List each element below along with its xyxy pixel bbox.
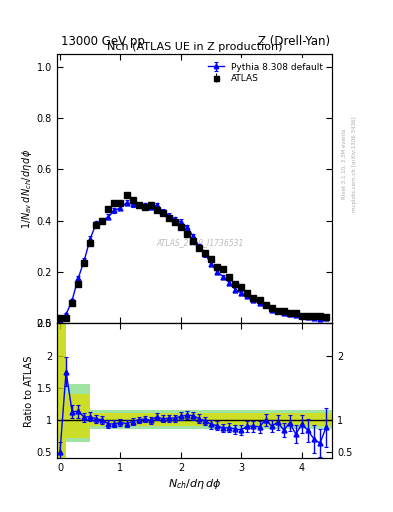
Text: Rivet 3.1.10, 3.3M events: Rivet 3.1.10, 3.3M events bbox=[342, 129, 347, 199]
Text: Z (Drell-Yan): Z (Drell-Yan) bbox=[258, 35, 330, 48]
Text: 13000 GeV pp: 13000 GeV pp bbox=[61, 35, 145, 48]
Y-axis label: $1/N_{av}\,dN_{ch}/d\eta\,d\phi$: $1/N_{av}\,dN_{ch}/d\eta\,d\phi$ bbox=[20, 148, 34, 229]
Y-axis label: Ratio to ATLAS: Ratio to ATLAS bbox=[24, 355, 34, 426]
Title: Nch (ATLAS UE in Z production): Nch (ATLAS UE in Z production) bbox=[107, 41, 282, 52]
Text: ATLAS_2019_I1736531: ATLAS_2019_I1736531 bbox=[156, 238, 244, 247]
Text: mcplots.cern.ch [arXiv:1306.3436]: mcplots.cern.ch [arXiv:1306.3436] bbox=[352, 116, 357, 211]
X-axis label: $N_{ch}/d\eta\,d\phi$: $N_{ch}/d\eta\,d\phi$ bbox=[168, 477, 221, 492]
Legend: Pythia 8.308 default, ATLAS: Pythia 8.308 default, ATLAS bbox=[203, 58, 328, 88]
